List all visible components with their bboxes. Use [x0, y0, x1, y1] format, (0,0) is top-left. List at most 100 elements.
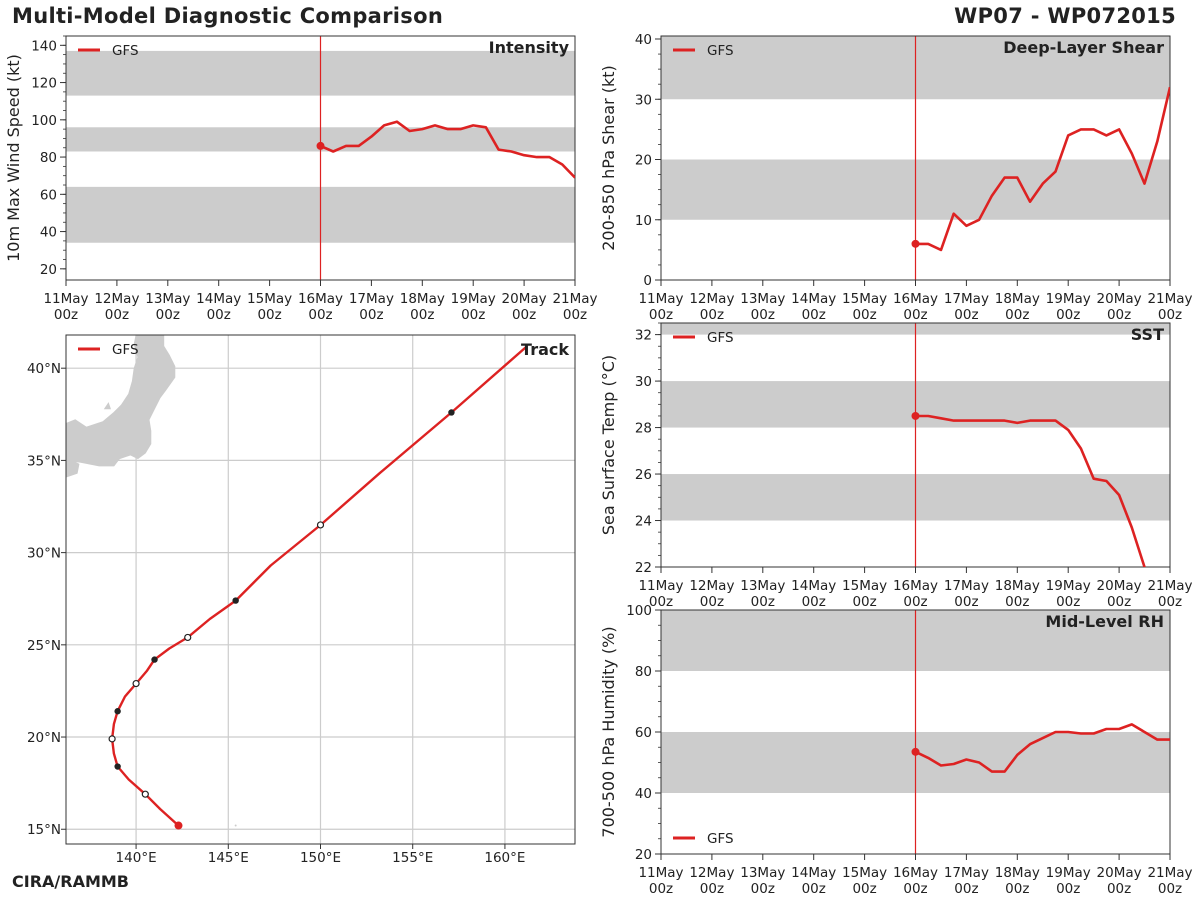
x-tick-label: 00z [700, 307, 724, 323]
landmass [103, 402, 111, 410]
x-tick-label: 20May [502, 291, 547, 307]
x-tick-label: 11May [638, 578, 683, 594]
x-tick-label: 16May [893, 578, 938, 594]
x-tick-label: 00z [207, 307, 231, 323]
track-marker-filled [151, 656, 158, 663]
x-tick-label: 17May [944, 291, 989, 307]
storm-id: WP07 - WP072015 [954, 4, 1176, 28]
intensity-panel: 2040608010012014011May00z12May00z13May00… [4, 35, 598, 323]
credit-label: CIRA/RAMMB [12, 872, 129, 891]
x-tick-label: 00z [359, 307, 383, 323]
x-tick-label: 00z [954, 307, 978, 323]
y-tick-label: 20 [40, 262, 57, 278]
x-tick-label: 00z [954, 594, 978, 610]
map-area [66, 335, 575, 844]
x-tick-label: 00z [105, 307, 129, 323]
y-tick-label: 140 [31, 38, 57, 54]
x-tick-label: 20May [1097, 291, 1142, 307]
x-tick-label: 00z [257, 307, 281, 323]
y-tick-label: 30°N [27, 546, 61, 562]
x-tick-label: 00z [410, 307, 434, 323]
x-tick-label: 00z [1107, 881, 1131, 897]
y-tick-label: 60 [635, 725, 652, 741]
x-tick-label: 00z [1005, 594, 1029, 610]
panel-title: Mid-Level RH [1045, 612, 1164, 631]
x-tick-label: 00z [308, 307, 332, 323]
x-tick-label: 00z [563, 307, 587, 323]
x-tick-label: 12May [689, 578, 734, 594]
y-tick-label: 120 [31, 76, 57, 92]
x-tick-label: 21May [1147, 865, 1192, 881]
x-tick-label: 18May [400, 291, 445, 307]
x-tick-label: 20May [1097, 578, 1142, 594]
y-tick-label: 32 [635, 328, 652, 344]
x-tick-label: 16May [893, 291, 938, 307]
initial-point [316, 141, 325, 150]
x-tick-label: 00z [852, 881, 876, 897]
x-tick-label: 00z [512, 307, 536, 323]
landmass [66, 459, 80, 478]
track-marker-open [184, 633, 192, 642]
series-line-gfs [915, 86, 1170, 252]
initial-point [911, 411, 920, 420]
y-tick-label: 20 [635, 153, 652, 169]
y-tick-label: 15°N [27, 822, 61, 838]
y-tick-label: 40 [635, 32, 652, 48]
track-marker-filled [114, 763, 121, 770]
y-tick-label: 22 [635, 560, 652, 576]
x-tick-label: 18May [995, 865, 1040, 881]
x-tick-label: 20May [1097, 865, 1142, 881]
x-tick-label: 14May [791, 578, 836, 594]
x-tick-label: 12May [689, 291, 734, 307]
x-tick-label: 00z [1107, 594, 1131, 610]
x-tick-label: 155°E [392, 850, 433, 866]
y-tick-label: 100 [31, 113, 57, 129]
x-tick-label: 00z [903, 594, 927, 610]
y-tick-label: 35°N [27, 453, 61, 469]
x-tick-label: 13May [145, 291, 190, 307]
x-tick-label: 14May [791, 865, 836, 881]
x-tick-label: 19May [1046, 865, 1091, 881]
x-tick-label: 00z [700, 881, 724, 897]
y-tick-label: 20 [635, 847, 652, 863]
x-tick-label: 15May [842, 865, 887, 881]
x-tick-label: 00z [802, 307, 826, 323]
y-tick-label: 25°N [27, 638, 61, 654]
x-tick-label: 13May [740, 291, 785, 307]
series-line-gfs [319, 120, 575, 179]
x-tick-label: 145°E [208, 850, 249, 866]
x-tick-label: 00z [1056, 881, 1080, 897]
islet [234, 824, 237, 827]
legend-label: GFS [707, 831, 734, 847]
x-tick-label: 00z [852, 307, 876, 323]
x-tick-label: 19May [1046, 578, 1091, 594]
y-tick-label: 20°N [27, 730, 61, 746]
x-tick-label: 15May [247, 291, 292, 307]
y-tick-label: 40 [635, 786, 652, 802]
y-tick-label: 80 [635, 664, 652, 680]
track-marker-open [132, 679, 140, 688]
y-axis-label: 10m Max Wind Speed (kt) [4, 54, 23, 262]
legend-label: GFS [707, 43, 734, 59]
x-tick-label: 00z [751, 594, 775, 610]
x-tick-label: 00z [649, 307, 673, 323]
legend-label: GFS [707, 330, 734, 346]
panel-title: SST [1131, 325, 1164, 344]
x-tick-label: 00z [954, 881, 978, 897]
panel-title: Deep-Layer Shear [1003, 38, 1164, 57]
x-tick-label: 17May [349, 291, 394, 307]
track-marker-open [141, 790, 149, 798]
x-tick-label: 00z [802, 881, 826, 897]
x-tick-label: 160°E [484, 850, 525, 866]
series-line-gfs [915, 414, 1146, 567]
x-tick-label: 00z [156, 307, 180, 323]
panel-title: Intensity [489, 38, 570, 57]
x-tick-label: 18May [995, 578, 1040, 594]
x-tick-label: 00z [1158, 881, 1182, 897]
initial-point [911, 239, 920, 248]
y-axis-label: Sea Surface Temp (°C) [599, 355, 618, 535]
shear-panel: 01020304011May00z12May00z13May00z14May00… [599, 32, 1193, 323]
x-tick-label: 150°E [300, 850, 341, 866]
x-tick-label: 19May [1046, 291, 1091, 307]
